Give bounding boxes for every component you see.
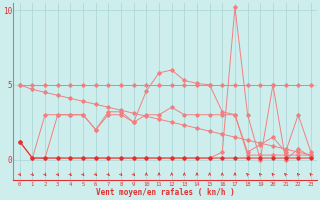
X-axis label: Vent moyen/en rafales ( kn/h ): Vent moyen/en rafales ( kn/h ) [96,188,235,197]
